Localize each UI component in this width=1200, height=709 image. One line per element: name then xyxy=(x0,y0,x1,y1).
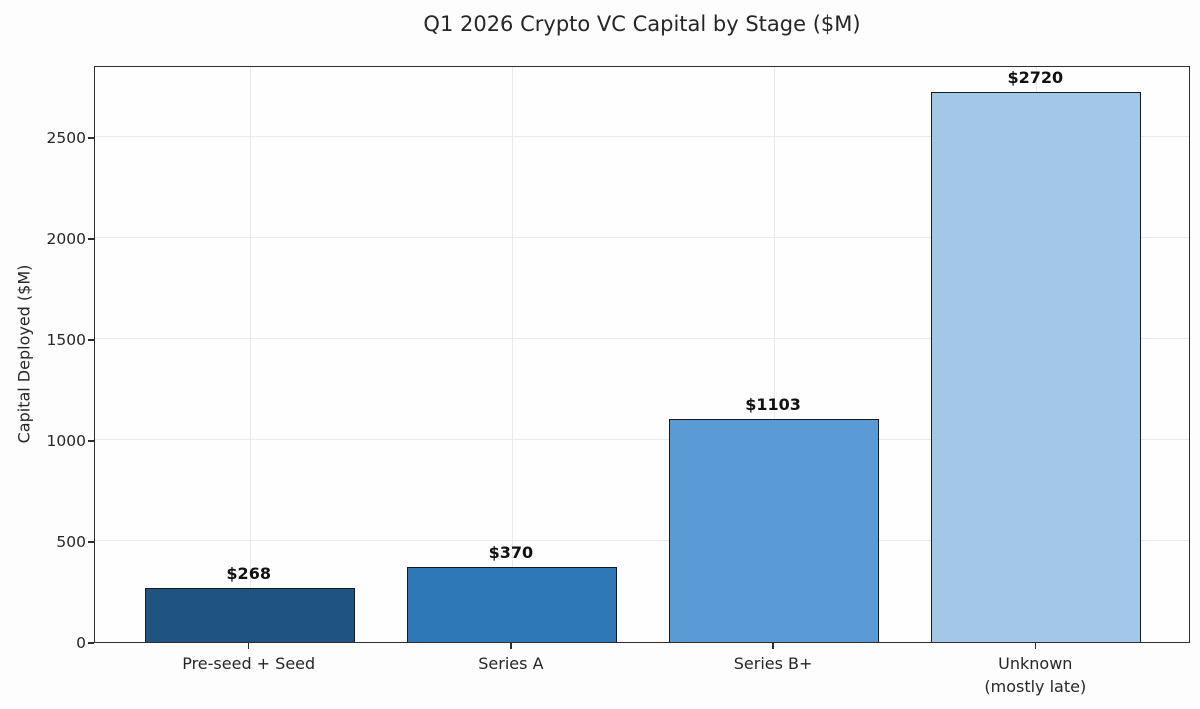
bar-series-b- xyxy=(669,419,879,642)
bar-value-label: $2720 xyxy=(1007,68,1064,88)
bar-value-label: $268 xyxy=(226,563,271,583)
x-tick-mark xyxy=(247,643,250,649)
gridline-horizontal xyxy=(95,236,1189,238)
y-tick-label: 2000 xyxy=(46,229,86,248)
x-tick-label: Unknown (mostly late) xyxy=(984,654,1087,697)
gridline-horizontal xyxy=(95,438,1189,440)
plot-area xyxy=(94,66,1190,643)
y-tick-mark xyxy=(88,238,94,240)
x-tick-mark xyxy=(510,643,512,649)
chart-title: Q1 2026 Crypto VC Capital by Stage ($M) xyxy=(423,12,861,36)
gridline-vertical xyxy=(511,67,513,642)
y-tick-label: 500 xyxy=(56,532,86,551)
gridline-horizontal xyxy=(95,337,1189,339)
y-tick-mark xyxy=(88,137,94,139)
y-tick-mark xyxy=(88,541,94,543)
bar-unknown xyxy=(931,92,1142,642)
bar-value-label: $1103 xyxy=(745,395,801,415)
x-tick-label: Series B+ xyxy=(733,654,813,673)
gridline-vertical xyxy=(249,67,251,642)
x-tick-mark xyxy=(772,643,774,649)
x-tick-label: Pre-seed + Seed xyxy=(182,654,316,673)
y-tick-label: 1500 xyxy=(46,330,86,349)
y-axis-label: Capital Deployed ($M) xyxy=(14,264,34,444)
bar-value-label: $370 xyxy=(488,543,534,563)
bar-pre-seed-seed xyxy=(144,587,355,642)
bar-series-a xyxy=(407,567,617,642)
y-tick-label: 0 xyxy=(76,634,86,652)
y-tick-mark xyxy=(88,642,94,644)
x-tick-label: Series A xyxy=(478,654,544,673)
x-tick-mark xyxy=(1034,643,1037,649)
gridline-horizontal xyxy=(95,540,1189,541)
y-tick-mark xyxy=(88,440,94,442)
gridline-vertical xyxy=(774,67,776,642)
y-tick-label: 2500 xyxy=(46,128,86,147)
gridline-horizontal xyxy=(95,135,1189,137)
y-tick-mark xyxy=(88,339,94,341)
y-tick-label: 1000 xyxy=(46,431,86,450)
